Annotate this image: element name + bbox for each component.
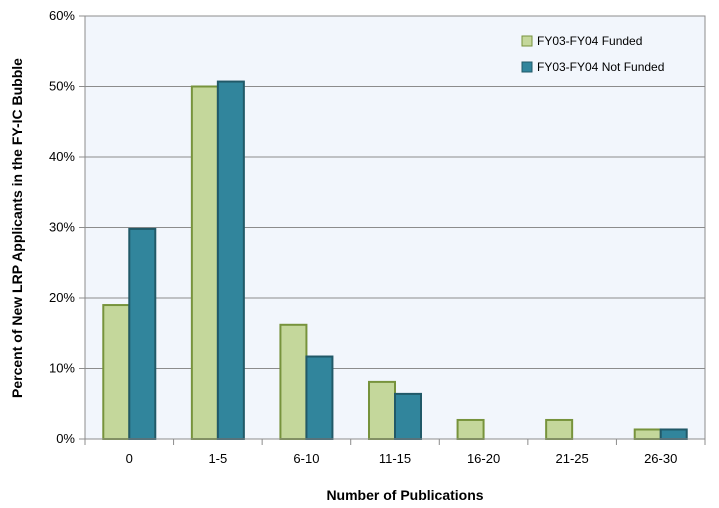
x-tick-label: 26-30 (644, 451, 677, 466)
y-tick-label: 50% (49, 79, 75, 94)
y-tick-label: 10% (49, 361, 75, 376)
y-tick-label: 60% (49, 8, 75, 23)
x-tick-label: 6-10 (293, 451, 319, 466)
bar (216, 80, 245, 440)
bar (633, 428, 662, 441)
y-tick-label: 0% (56, 431, 75, 446)
x-tick-label: 0 (126, 451, 133, 466)
gridlines (85, 86, 705, 369)
x-tick-label: 1-5 (208, 451, 227, 466)
bar (394, 392, 422, 441)
legend-label: FY03-FY04 Funded (537, 34, 642, 48)
bar (456, 418, 485, 440)
x-tick-label: 21-25 (556, 451, 589, 466)
bar (305, 355, 334, 441)
bar (128, 227, 157, 440)
y-axis-title: Percent of New LRP Applicants in the FY-… (9, 58, 25, 398)
x-axis-ticks: 0 1-5 6-10 11-15 16-20 21-25 26-30 (84, 438, 706, 466)
y-tick-label: 30% (49, 220, 75, 235)
legend-swatch (521, 35, 533, 47)
y-tick-label: 20% (49, 290, 75, 305)
legend-label: FY03-FY04 Not Funded (537, 60, 664, 74)
bar (368, 380, 396, 440)
x-axis-title: Number of Publications (326, 487, 483, 503)
bar (102, 304, 131, 440)
legend-swatch (521, 61, 533, 73)
bar (279, 323, 308, 441)
x-tick-label: 11-15 (379, 451, 411, 466)
bars-group (102, 80, 688, 441)
bar (545, 418, 574, 440)
x-tick-label: 16-20 (467, 451, 500, 466)
y-axis-ticks: 0% 10% 20% 30% 40% 50% 60% (49, 8, 85, 446)
bar (659, 428, 688, 441)
y-tick-label: 40% (49, 149, 75, 164)
bar (190, 85, 219, 440)
legend: FY03-FY04 Funded FY03-FY04 Not Funded (521, 34, 664, 74)
